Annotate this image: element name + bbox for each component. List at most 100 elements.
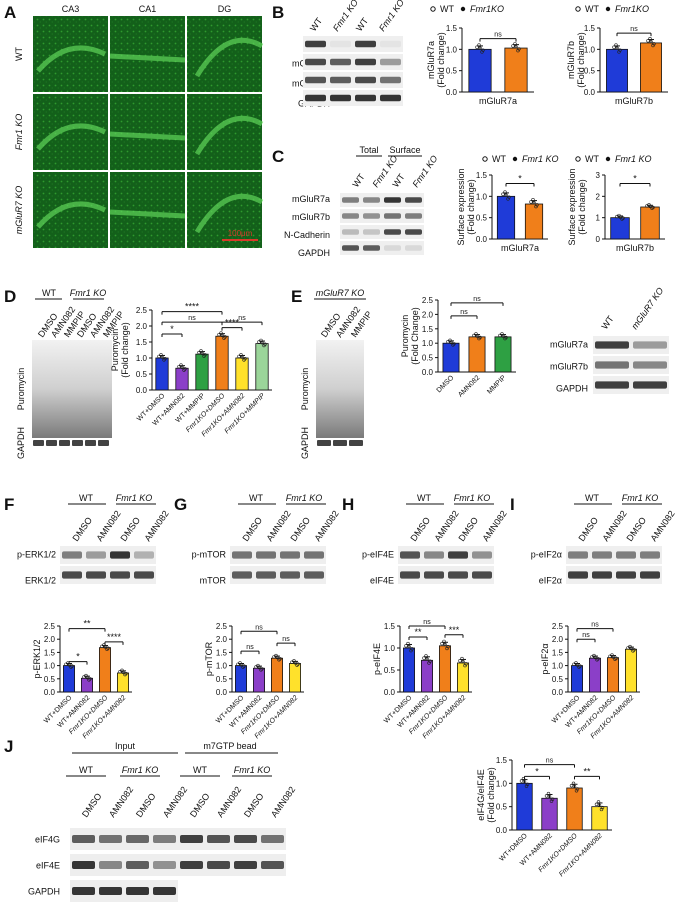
micrograph-tissue [187, 94, 262, 170]
band-label: Puromycin [16, 368, 26, 411]
blot-band [380, 94, 401, 102]
blot-band [640, 551, 660, 559]
data-point [260, 667, 264, 671]
y-tick-label: 0.5 [422, 354, 434, 363]
y-tick-label: 2.0 [422, 310, 434, 319]
data-point [572, 784, 577, 789]
lane-label: DMSO [242, 791, 266, 819]
data-point [242, 664, 246, 668]
blot-band [363, 245, 380, 251]
data-point [440, 641, 444, 646]
data-point [532, 201, 536, 205]
x-axis-label: mGluR7a [479, 96, 517, 106]
sig-label: **** [107, 632, 122, 642]
legend-wt-marker [482, 156, 488, 162]
band-label: GAPDH [298, 248, 330, 258]
lane-label: AMN082 [215, 785, 243, 819]
group-header: WT [42, 288, 56, 298]
lane-label: DMSO [456, 515, 480, 543]
data-point [575, 663, 579, 667]
blot-band [232, 571, 252, 579]
bar [468, 48, 492, 93]
bar [289, 663, 301, 693]
sig-label: ns [582, 632, 590, 639]
data-point [121, 670, 125, 674]
y-tick-label: 1.5 [496, 756, 508, 765]
group-header: m7GTP bead [203, 741, 256, 751]
y-tick-label: 1.0 [44, 662, 56, 671]
data-point [611, 655, 615, 659]
micro-col-label: DG [218, 4, 232, 14]
bar [457, 662, 469, 693]
lane-label: mGluR7 KO [629, 286, 665, 331]
data-point [203, 353, 207, 357]
blot-band [342, 229, 359, 235]
legend: WT Fmr1KO [430, 4, 504, 14]
band-label: ERK1/2 [25, 576, 56, 586]
data-point [163, 356, 167, 361]
data-point [620, 217, 624, 221]
gapdh-band [349, 440, 363, 446]
data-point [404, 644, 408, 648]
legend: WT Fmr1 KO [482, 154, 559, 164]
puromycin-smear [316, 340, 364, 438]
y-tick-label: 0.0 [584, 88, 596, 97]
y-tick-label: 2.5 [136, 306, 148, 315]
y-tick-label: 0.0 [496, 826, 508, 835]
data-point [85, 675, 89, 680]
data-point [651, 205, 655, 210]
chart-d: 0.0 0.5 1.0 1.5 2.0 2.5 Puromycin (Fold change)… [110, 302, 272, 438]
y-tick-label: 1.0 [216, 662, 228, 671]
blot-e2-row [593, 336, 669, 354]
micro-col-label: CA3 [62, 4, 80, 14]
blot-band [110, 571, 130, 579]
data-point [461, 659, 465, 664]
blot-band [153, 887, 176, 895]
y-axis-label: p-eIF2α [540, 643, 550, 674]
panel-letter: B [272, 3, 284, 22]
bar [255, 343, 269, 391]
sig-label: ns [473, 296, 481, 303]
data-point [592, 653, 596, 658]
y-axis-label: p-ERK1/2 [32, 639, 42, 678]
data-point [275, 655, 279, 660]
sig-label: ns [282, 636, 290, 643]
cell-layer [194, 193, 264, 234]
legend: WT Fmr1KO [575, 4, 649, 14]
bar [175, 367, 189, 391]
lane-label: WT [390, 172, 407, 190]
data-point [514, 45, 518, 49]
panel-letter: J [4, 737, 13, 756]
bar [606, 48, 628, 93]
lane-label: Fmr1 KO [377, 0, 406, 33]
blot-band [355, 76, 376, 84]
data-point [70, 664, 74, 668]
micrograph-tissue [110, 94, 185, 170]
y-tick-label: 0.0 [44, 688, 56, 697]
blot-strip [303, 36, 403, 52]
data-point [618, 48, 622, 52]
blot-i-row [566, 566, 662, 584]
data-point [443, 642, 447, 647]
micrograph [33, 94, 108, 170]
lane-label: WT [354, 16, 371, 34]
blot-band [380, 40, 401, 48]
data-point [458, 659, 462, 663]
data-point [103, 645, 107, 649]
x-axis-label: mGluR7a [501, 243, 539, 253]
sig-label: ns [630, 26, 638, 33]
panel-letter: C [272, 147, 284, 166]
blot-band [99, 887, 122, 895]
data-point [220, 333, 224, 337]
blot-e2-row [593, 356, 669, 374]
lane-label: DMSO [70, 515, 94, 543]
blot-e [316, 340, 364, 446]
y-tick-label: 1.0 [446, 45, 458, 54]
data-point [610, 653, 614, 657]
data-point [407, 644, 411, 649]
band-label: mGluR7a [292, 194, 330, 204]
data-point [504, 335, 508, 340]
blot-band [592, 551, 612, 559]
y-axis-label: mGluR7b [566, 41, 576, 79]
